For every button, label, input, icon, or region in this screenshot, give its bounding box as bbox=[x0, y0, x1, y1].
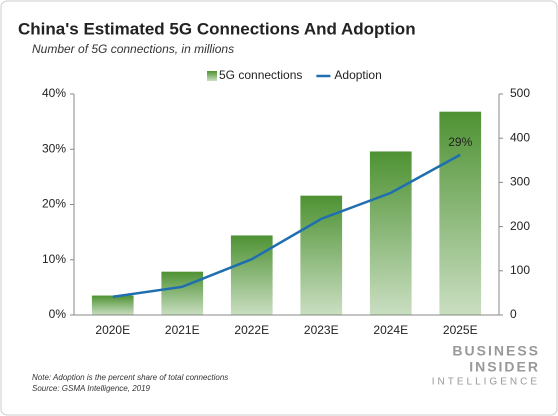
bar bbox=[91, 295, 134, 315]
y2-tick-label: 300 bbox=[510, 175, 530, 189]
logo: INSIDER bbox=[469, 359, 540, 375]
x-tick-label: 2023E bbox=[304, 323, 339, 337]
source: Source: GSMA Intelligence, 2019 bbox=[32, 384, 151, 393]
x-tick-label: 2020E bbox=[95, 323, 130, 337]
bar bbox=[300, 195, 343, 315]
y2-tick-label: 0 bbox=[510, 307, 517, 321]
x-tick-label: 2025E bbox=[443, 323, 478, 337]
y2-tick-label: 400 bbox=[510, 130, 530, 144]
bar bbox=[369, 151, 412, 315]
y2-tick-label: 500 bbox=[510, 86, 530, 100]
chart-subtitle: Number of 5G connections, in millions bbox=[32, 42, 234, 56]
chart-title: China's Estimated 5G Connections And Ado… bbox=[18, 19, 416, 38]
legend-label: Adoption bbox=[334, 68, 381, 82]
x-tick-label: 2022E bbox=[234, 323, 269, 337]
y-tick-label: 20% bbox=[42, 197, 66, 211]
data-label: 29% bbox=[448, 135, 472, 149]
legend-label: 5G connections bbox=[219, 68, 302, 82]
y2-tick-label: 200 bbox=[510, 219, 530, 233]
y-tick-label: 40% bbox=[42, 86, 66, 100]
x-tick-label: 2021E bbox=[165, 323, 200, 337]
y-tick-label: 0% bbox=[49, 307, 67, 321]
legend-swatch bbox=[207, 71, 217, 81]
y-tick-label: 10% bbox=[42, 252, 66, 266]
y2-tick-label: 100 bbox=[510, 263, 530, 277]
bar bbox=[230, 235, 273, 315]
logo: INTELLIGENCE bbox=[432, 377, 540, 388]
bar bbox=[161, 271, 204, 315]
line bbox=[112, 153, 461, 299]
x-tick-label: 2024E bbox=[373, 323, 408, 337]
note: Note: Adoption is the percent share of t… bbox=[32, 373, 228, 382]
logo: BUSINESS bbox=[452, 343, 540, 359]
y-tick-label: 30% bbox=[42, 141, 66, 155]
bar bbox=[439, 111, 482, 316]
